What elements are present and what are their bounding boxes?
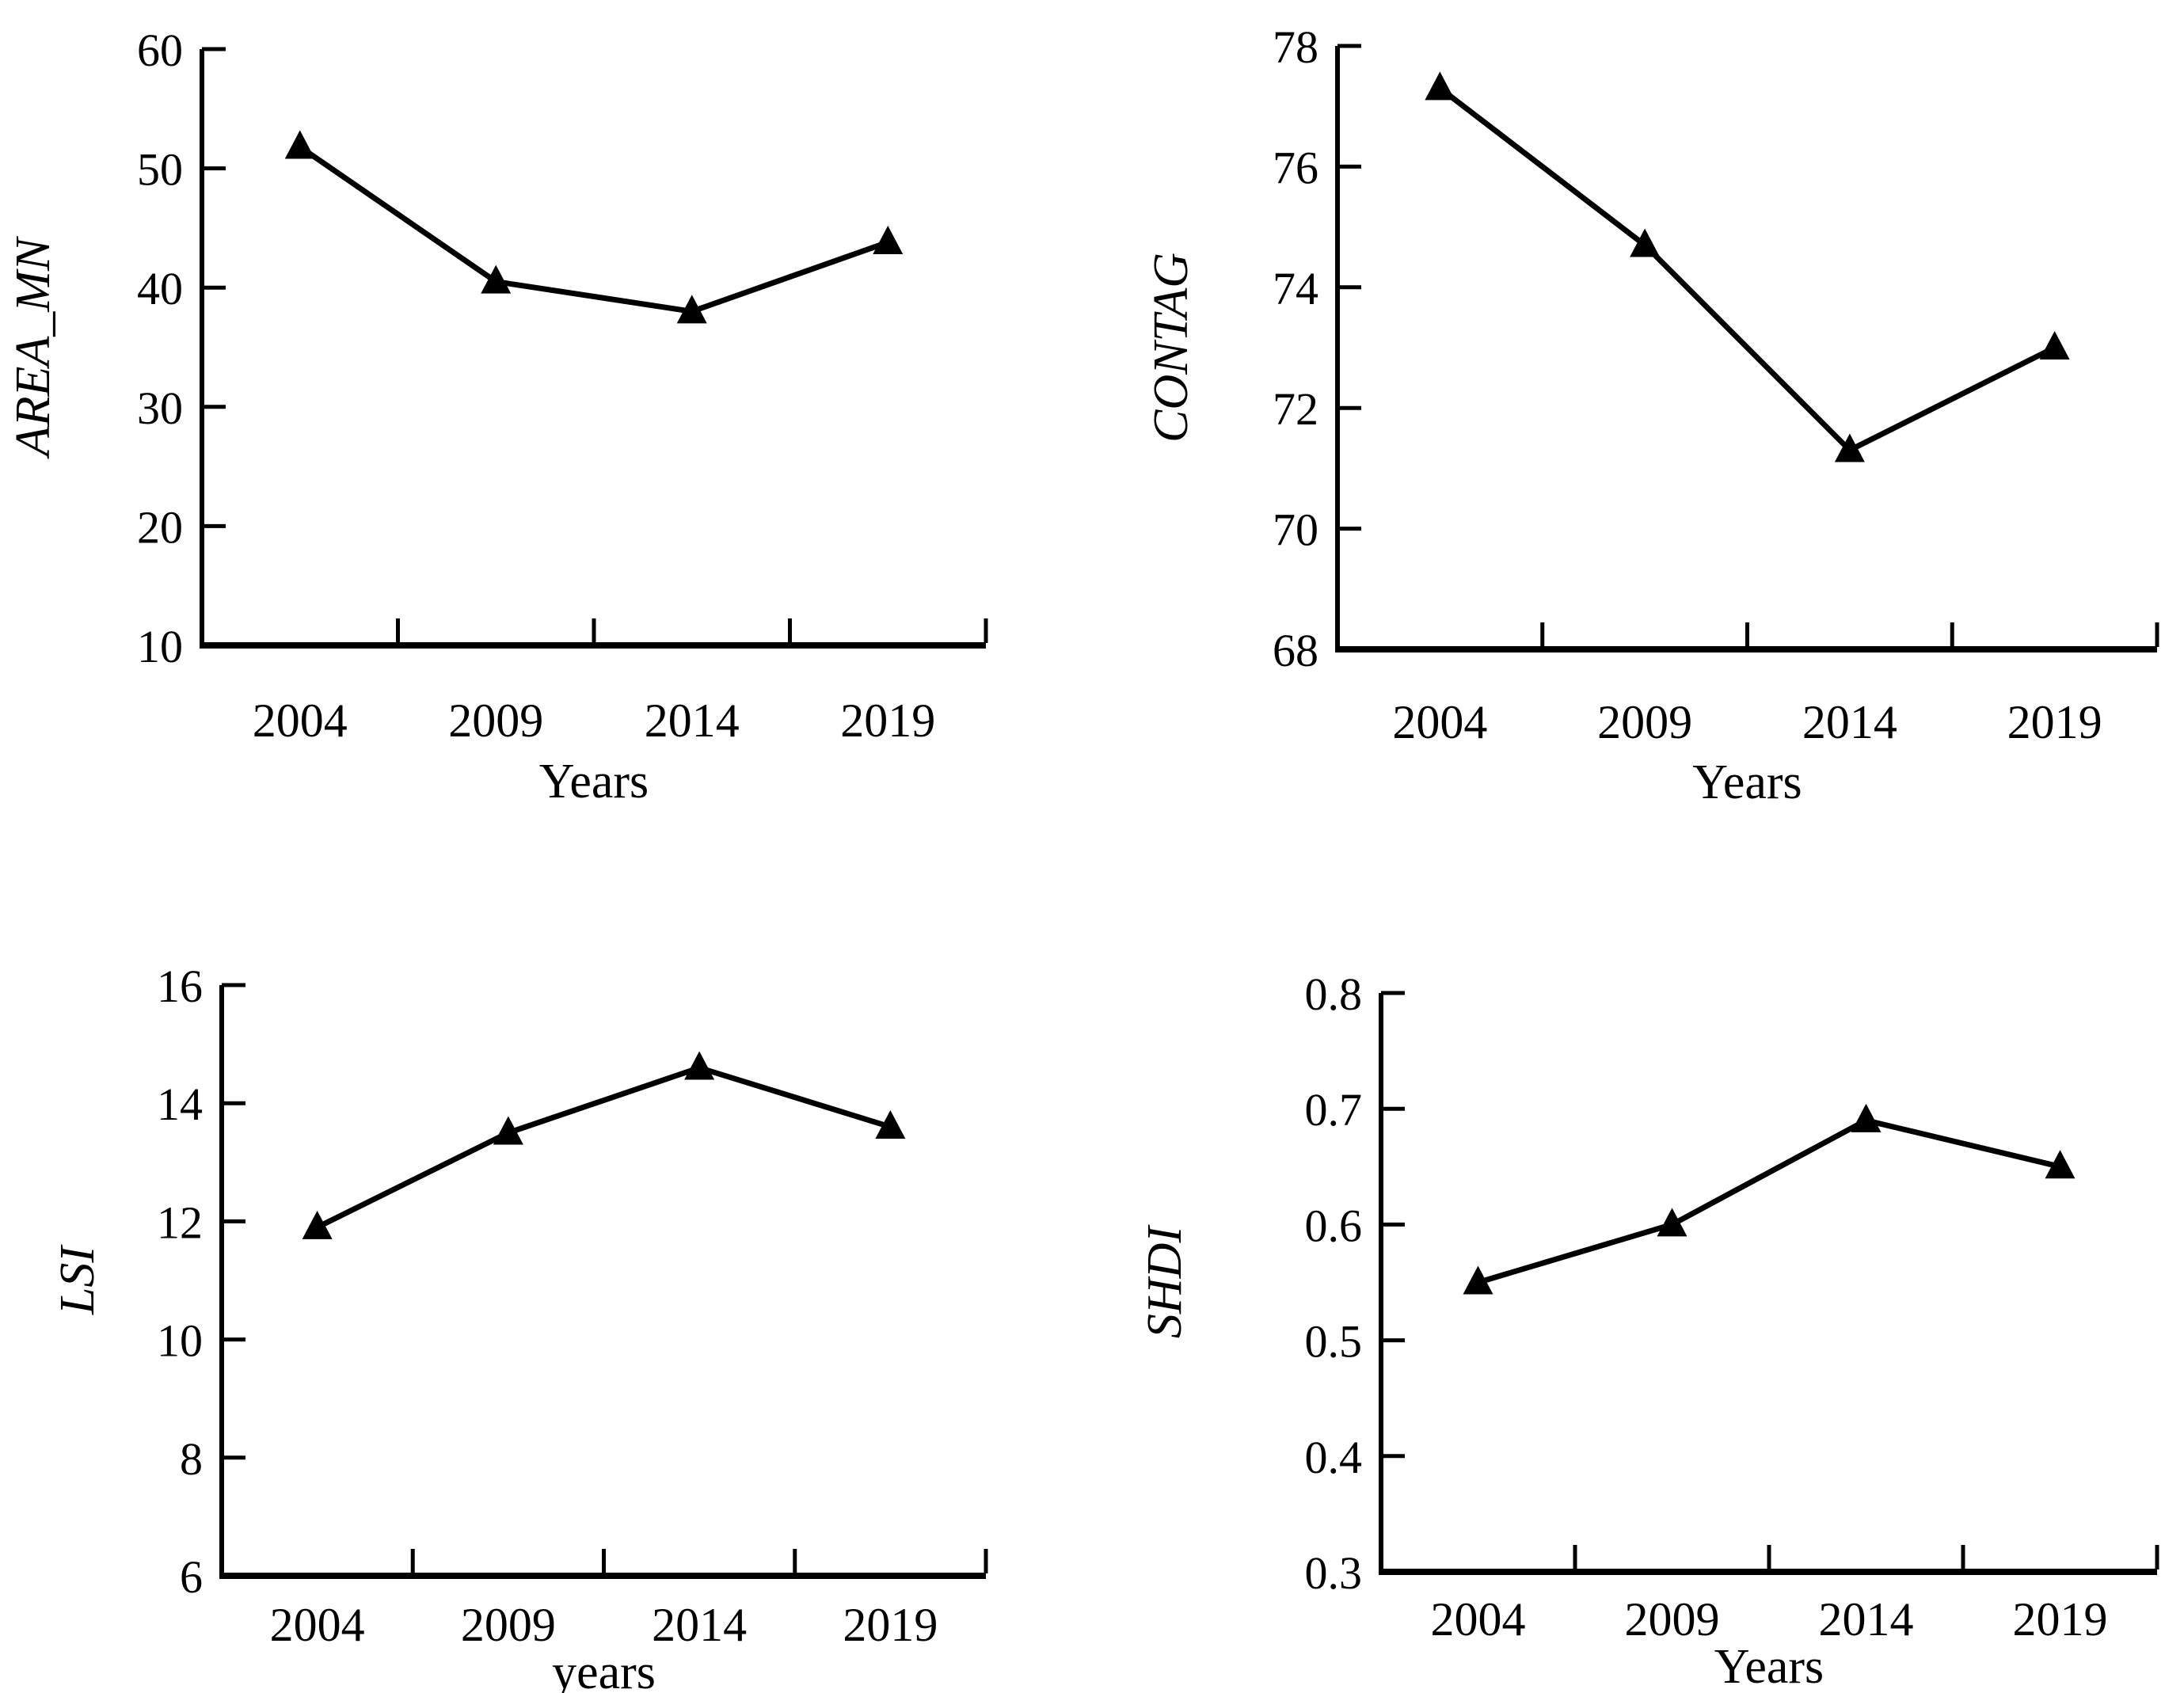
x-tick-label: 2019	[840, 694, 935, 747]
y-tick-label: 6	[180, 1551, 203, 1603]
data-point-marker	[493, 1116, 523, 1145]
data-point-marker	[1657, 1208, 1687, 1237]
x-tick-label: 2019	[843, 1599, 938, 1651]
x-tick-label: 2004	[270, 1599, 365, 1651]
y-tick-label: 40	[137, 263, 183, 314]
y-tick-label: 0.6	[1305, 1200, 1363, 1251]
x-axis-title: Years	[1692, 755, 1802, 809]
chart-canvas-contag: 68 70 72 74 76 78 2004 2009 2014 2019 CONTAG Years	[1144, 21, 2159, 809]
chart-canvas-area_mn: 10 20 30 40 50 60 2004 2009 2014 2019 AREA_MN Years	[6, 25, 988, 808]
x-tick-label: 2004	[1431, 1593, 1526, 1645]
data-point-marker	[676, 295, 707, 324]
chart-area-mn: 10 20 30 40 50 60 2004 2009 2014 2019 AREA_MN Years	[0, 0, 1092, 846]
x-tick-label: 2004	[253, 694, 348, 747]
x-tick-label: 2014	[652, 1599, 747, 1651]
chart-lsi: 6 8 10 12 14 16 2004 2009 2014 2019 LSI years	[0, 846, 1092, 1693]
chart-shdi: 0.3 0.4 0.5 0.6 0.7 0.8 2004 2009 2014 2019 SHDI Ye…	[1092, 846, 2184, 1693]
y-tick-label: 74	[1273, 263, 1318, 314]
y-axis-title: SHDI	[1138, 1224, 1192, 1339]
x-tick-label: 2009	[448, 694, 543, 747]
data-line	[1477, 1117, 2061, 1285]
x-axis-title: Years	[1714, 1640, 1824, 1693]
y-tick-label: 76	[1273, 142, 1318, 193]
y-tick-label: 70	[1273, 504, 1318, 556]
data-point-marker	[2045, 1150, 2076, 1179]
x-tick-label: 2014	[1819, 1593, 1914, 1645]
x-tick-label: 2014	[645, 694, 740, 747]
data-point-marker	[873, 225, 904, 254]
x-tick-label: 2009	[1597, 696, 1692, 748]
x-axis-title: Years	[539, 755, 649, 808]
data-point-marker	[302, 1210, 333, 1239]
y-tick-label: 14	[157, 1079, 203, 1130]
y-tick-label: 0.8	[1305, 968, 1363, 1020]
data-point-marker	[2039, 331, 2070, 360]
y-tick-label: 60	[137, 25, 183, 76]
x-tick-label: 2019	[2007, 696, 2102, 748]
y-tick-label: 72	[1273, 383, 1318, 435]
x-tick-label: 2009	[461, 1599, 556, 1651]
x-tick-label: 2019	[2013, 1593, 2108, 1645]
y-axis-title: AREA_MN	[6, 235, 60, 459]
data-line	[298, 144, 889, 314]
y-tick-label: 78	[1273, 21, 1318, 73]
x-tick-label: 2009	[1625, 1593, 1720, 1645]
y-tick-label: 0.4	[1305, 1432, 1363, 1483]
chart-canvas-shdi: 0.3 0.4 0.5 0.6 0.7 0.8 2004 2009 2014 2019 SHDI Ye…	[1138, 968, 2159, 1693]
x-axis-title: years	[552, 1645, 656, 1693]
data-point-marker	[684, 1051, 715, 1080]
y-tick-label: 10	[157, 1315, 203, 1367]
data-point-marker	[875, 1110, 906, 1139]
x-tick-label: 2004	[1392, 696, 1487, 748]
y-tick-label: 0.5	[1305, 1316, 1363, 1368]
y-tick-label: 0.7	[1305, 1084, 1363, 1136]
data-point-marker	[1630, 228, 1661, 257]
data-line	[1438, 86, 2057, 454]
y-tick-label: 12	[157, 1197, 203, 1248]
y-tick-label: 50	[137, 144, 183, 196]
y-tick-label: 20	[137, 501, 183, 553]
data-point-marker	[284, 130, 315, 159]
y-tick-label: 16	[157, 961, 203, 1012]
data-point-marker	[1851, 1103, 1882, 1132]
y-tick-label: 30	[137, 382, 183, 434]
data-point-marker	[1463, 1265, 1493, 1295]
y-tick-label: 0.3	[1305, 1547, 1363, 1599]
y-tick-label: 68	[1273, 625, 1318, 676]
y-axis-title: LSI	[51, 1244, 105, 1315]
x-tick-label: 2014	[1802, 696, 1897, 748]
y-tick-label: 8	[180, 1433, 203, 1485]
y-axis-title: CONTAG	[1144, 253, 1198, 443]
y-tick-label: 10	[137, 621, 183, 672]
data-line	[316, 1064, 892, 1230]
data-point-marker	[481, 264, 512, 294]
chart-contag: 68 70 72 74 76 78 2004 2009 2014 2019 CONTAG Years	[1092, 0, 2184, 846]
chart-canvas-lsi: 6 8 10 12 14 16 2004 2009 2014 2019 LSI years	[51, 961, 988, 1693]
data-point-marker	[1425, 71, 1455, 101]
data-point-marker	[1834, 433, 1865, 462]
